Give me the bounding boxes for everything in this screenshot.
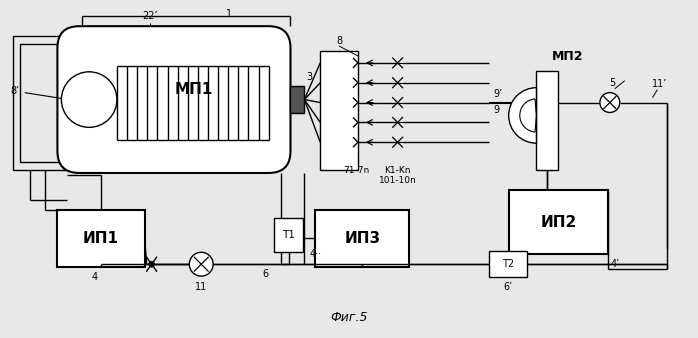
Bar [320, 51, 358, 170]
Text: 1: 1 [226, 9, 232, 19]
Bar [13, 36, 80, 170]
Bar [274, 218, 304, 252]
Text: 8: 8 [336, 36, 342, 46]
Circle shape [600, 93, 620, 113]
Circle shape [149, 261, 155, 267]
Text: 9’: 9’ [493, 89, 503, 99]
Text: 71-7n: 71-7n [343, 166, 369, 175]
Text: 6: 6 [262, 269, 269, 279]
Text: ИП1: ИП1 [83, 231, 119, 246]
Text: 9: 9 [493, 104, 500, 115]
FancyBboxPatch shape [57, 26, 290, 173]
Bar [57, 210, 144, 267]
Bar [20, 44, 73, 162]
Text: 4: 4 [91, 272, 97, 282]
Text: ИП2: ИП2 [540, 215, 577, 230]
Bar [537, 71, 558, 170]
Bar [489, 251, 526, 277]
Bar [509, 190, 608, 254]
Text: 4’: 4’ [611, 259, 620, 269]
Text: 5: 5 [609, 78, 615, 88]
Circle shape [189, 252, 213, 276]
Text: 6’: 6’ [503, 282, 512, 292]
Text: ИП3: ИП3 [344, 231, 380, 246]
Wedge shape [509, 88, 537, 143]
Text: 8’: 8’ [10, 86, 20, 96]
Text: МП1: МП1 [174, 82, 213, 97]
Bar [290, 86, 304, 114]
Text: МП2: МП2 [551, 50, 583, 63]
Text: 22’: 22’ [142, 11, 158, 21]
Text: 11: 11 [195, 282, 207, 292]
Text: Фиг.5: Фиг.5 [330, 311, 368, 324]
Text: Τ1: Τ1 [282, 230, 295, 240]
Bar [315, 210, 410, 267]
Text: 4··: 4·· [309, 249, 321, 259]
Text: Τ2: Τ2 [502, 259, 514, 269]
Text: 3: 3 [306, 72, 313, 82]
Circle shape [61, 72, 117, 127]
Text: 11’: 11’ [652, 79, 667, 89]
Text: K1-Kn
101-10n: K1-Kn 101-10n [379, 166, 417, 186]
